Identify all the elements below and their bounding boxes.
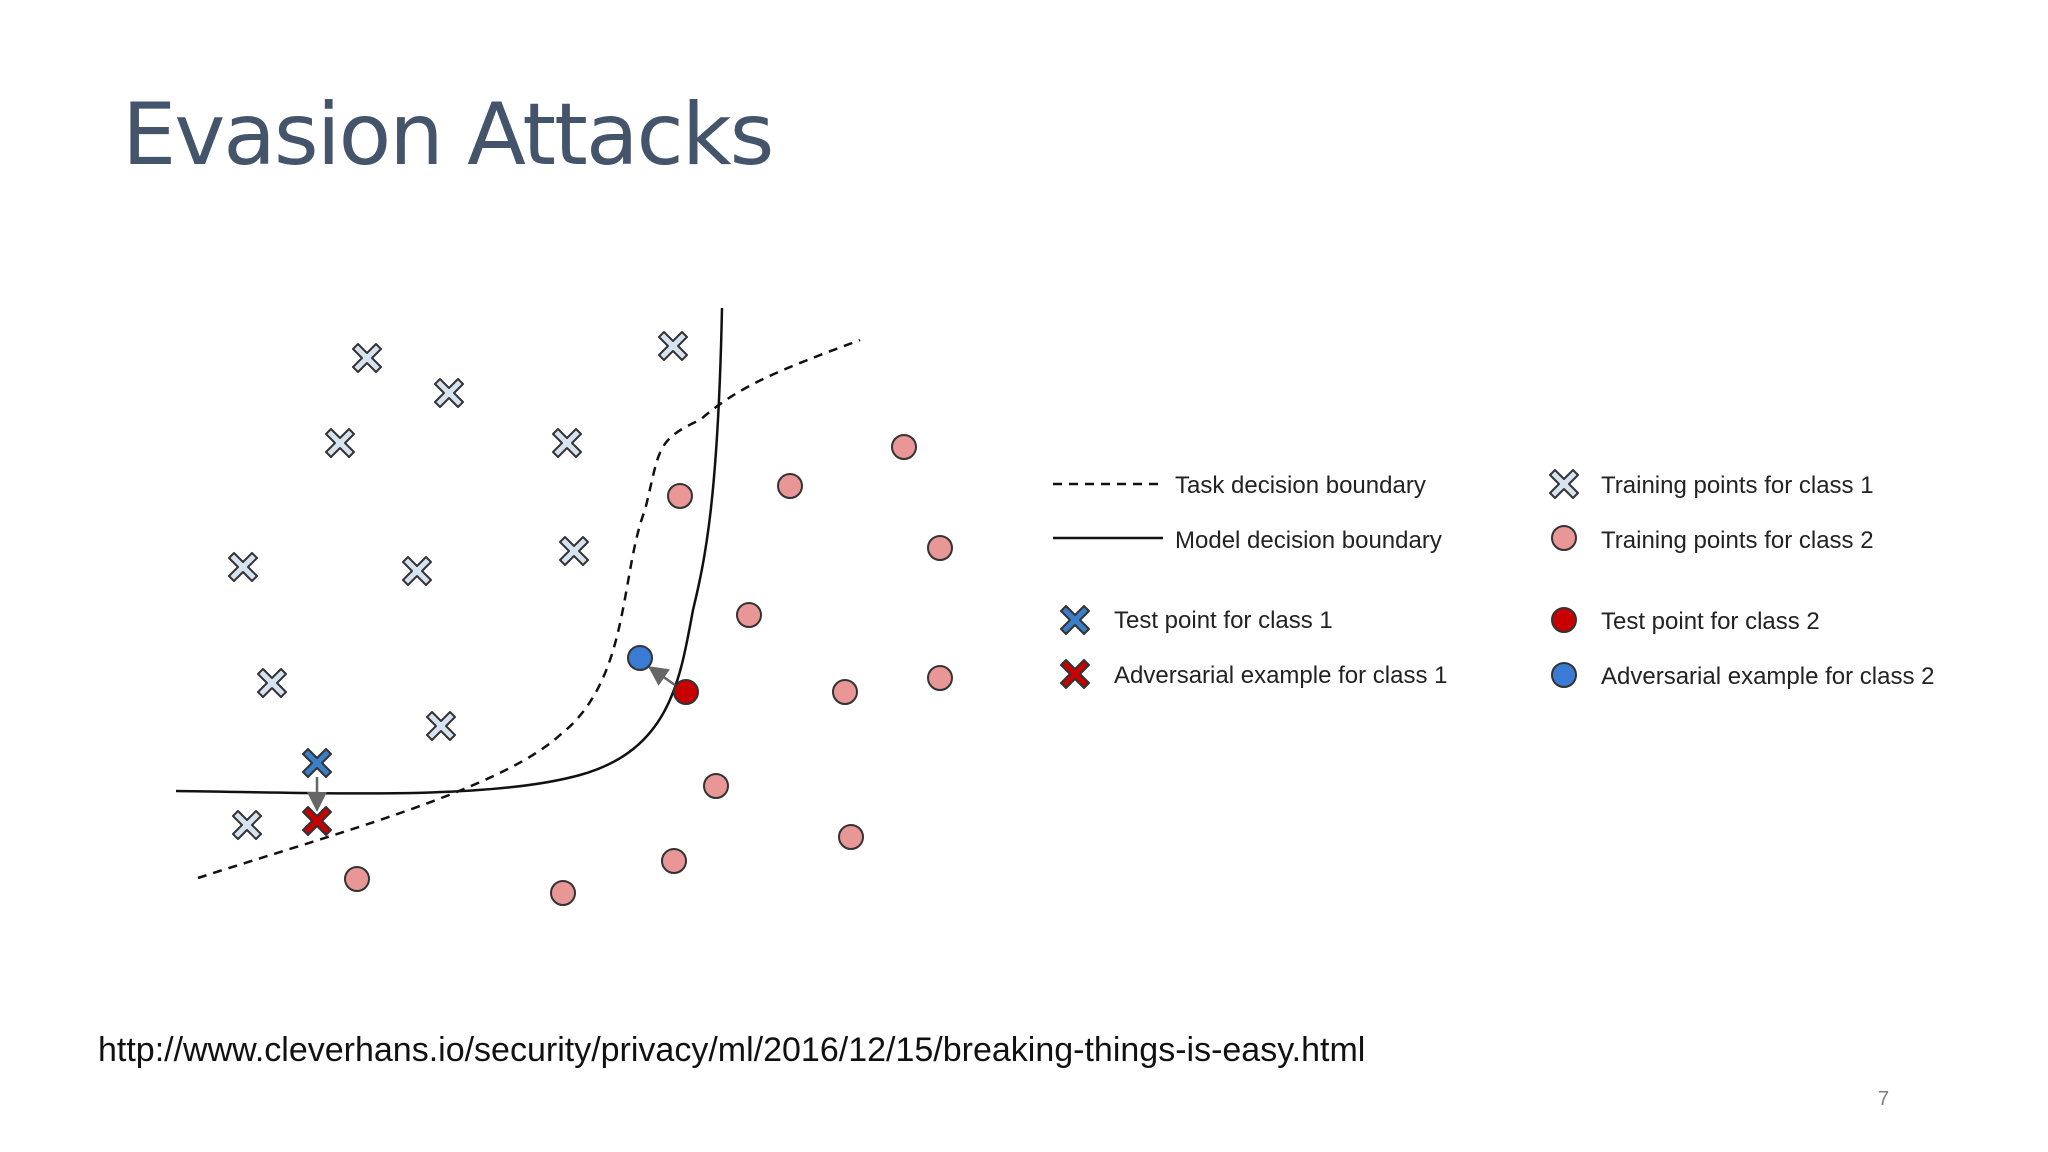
adversarial-example-class2-icon xyxy=(627,645,653,671)
training-point-class2-icon xyxy=(703,773,729,799)
legend-training-class2-icon xyxy=(1551,525,1577,551)
legend-training-class1-icon xyxy=(1549,469,1579,499)
training-point-class1-icon xyxy=(257,668,287,698)
test-point-class2-icon xyxy=(673,679,699,705)
legend-model-boundary-label: Model decision boundary xyxy=(1175,527,1442,554)
training-point-class1-icon xyxy=(402,556,432,586)
training-point-class2-icon xyxy=(344,866,370,892)
training-point-class1-icon xyxy=(426,711,456,741)
legend-training-class2-label: Training points for class 2 xyxy=(1601,527,1874,554)
training-point-class1-icon xyxy=(352,343,382,373)
legend-adversarial-class1-label: Adversarial example for class 1 xyxy=(1114,662,1447,689)
legend-adversarial-class2-label: Adversarial example for class 2 xyxy=(1601,663,1934,690)
legend-test-class2-label: Test point for class 2 xyxy=(1601,608,1820,635)
training-point-class1-icon xyxy=(228,552,258,582)
legend: Task decision boundary Model decision bo… xyxy=(1053,469,1934,690)
training-point-class1-icon xyxy=(232,810,262,840)
page-number: 7 xyxy=(1878,1088,1890,1110)
training-point-class2-icon xyxy=(927,665,953,691)
legend-adversarial-class1-icon xyxy=(1060,659,1090,689)
training-point-class2-icon xyxy=(550,880,576,906)
training-point-class1-icon xyxy=(434,378,464,408)
training-point-class2-icon xyxy=(777,473,803,499)
model-decision-boundary xyxy=(175,307,724,795)
training-point-class2-icon xyxy=(661,848,687,874)
legend-test-class1-label: Test point for class 1 xyxy=(1114,607,1333,634)
class1-training-points xyxy=(228,331,688,840)
legend-training-class1-label: Training points for class 1 xyxy=(1601,472,1874,499)
training-point-class1-icon xyxy=(552,428,582,458)
training-point-class1-icon xyxy=(325,428,355,458)
task-decision-boundary xyxy=(197,338,861,880)
legend-test-class1-icon xyxy=(1060,605,1090,635)
adversarial-example-class1-icon xyxy=(302,806,332,836)
training-point-class1-icon xyxy=(658,331,688,361)
training-point-class2-icon xyxy=(891,434,917,460)
training-point-class2-icon xyxy=(736,602,762,628)
legend-task-boundary-label: Task decision boundary xyxy=(1175,472,1426,499)
training-point-class2-icon xyxy=(832,679,858,705)
slide-title: Evasion Attacks xyxy=(122,85,774,185)
source-url[interactable]: http://www.cleverhans.io/security/privac… xyxy=(98,1031,1366,1069)
training-point-class2-icon xyxy=(838,824,864,850)
legend-test-class2-icon xyxy=(1551,607,1577,633)
training-point-class2-icon xyxy=(927,535,953,561)
test-point-class1-icon xyxy=(302,748,332,778)
training-point-class2-icon xyxy=(667,483,693,509)
training-point-class1-icon xyxy=(559,536,589,566)
legend-adversarial-class2-icon xyxy=(1551,662,1577,688)
class2-training-points xyxy=(344,434,953,906)
class2-perturbation-arrow-icon xyxy=(647,666,676,687)
